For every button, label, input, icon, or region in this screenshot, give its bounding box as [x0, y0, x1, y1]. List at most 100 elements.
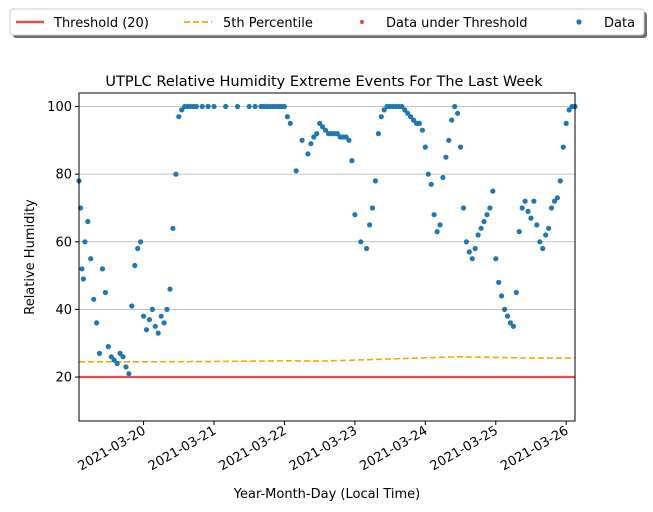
data-point — [507, 320, 513, 326]
legend-percentile-label: 5th Percentile — [223, 16, 313, 31]
data-point — [381, 107, 387, 113]
data-point — [499, 293, 505, 299]
data-point — [551, 198, 558, 204]
data-point — [452, 103, 458, 110]
data-point — [528, 215, 534, 221]
data-point — [141, 313, 147, 319]
data-point — [537, 239, 543, 245]
data-point — [490, 188, 496, 194]
data-point — [502, 306, 508, 312]
data-point — [293, 168, 299, 174]
data-point — [234, 103, 241, 110]
data-point — [129, 303, 135, 309]
data-point — [120, 354, 126, 360]
data-point — [152, 323, 158, 329]
data-point — [80, 276, 86, 282]
y-tick-label: 100 — [47, 100, 72, 115]
gridlines — [79, 106, 575, 378]
x-tick-label: 2021-03-22 — [217, 423, 290, 474]
data-point — [179, 107, 185, 113]
data-point — [402, 107, 408, 113]
x-tick-label: 2021-03-23 — [287, 423, 360, 474]
data-point — [284, 114, 290, 120]
data-point — [475, 232, 481, 238]
y-axis-ticks: 20 40 60 80 100 — [47, 100, 79, 386]
data-point — [481, 218, 487, 225]
data-point — [443, 154, 449, 160]
data-point — [246, 103, 252, 110]
data-point — [79, 266, 85, 272]
data-point — [223, 103, 229, 110]
data-point — [472, 245, 478, 252]
data-point — [504, 313, 511, 319]
data-point — [170, 225, 176, 231]
data-point — [487, 205, 493, 211]
legend-under-threshold-label: Data under Threshold — [386, 16, 527, 31]
legend-data-label: Data — [604, 16, 635, 31]
data-point — [519, 205, 525, 211]
data-point — [419, 127, 425, 133]
data-point — [375, 131, 381, 137]
data-point — [496, 279, 502, 285]
data-point — [557, 178, 563, 184]
chart-title: UTPLC Relative Humidity Extreme Events F… — [105, 74, 543, 90]
data-point — [434, 229, 440, 235]
data-point — [94, 320, 100, 326]
series-lines — [79, 355, 575, 379]
y-tick-label: 80 — [55, 168, 72, 183]
data-point — [460, 205, 467, 211]
data-point — [478, 225, 484, 231]
data-point — [308, 141, 314, 147]
data-point — [352, 212, 358, 218]
y-tick-label: 60 — [55, 235, 72, 250]
data-point — [548, 205, 555, 211]
data-point — [543, 232, 549, 238]
data-point — [428, 181, 434, 187]
data-point — [469, 256, 475, 262]
x-tick-label: 2021-03-20 — [76, 423, 149, 474]
data-point — [164, 306, 170, 312]
data-point — [540, 245, 546, 252]
y-axis-label: Relative Humidity — [23, 199, 38, 315]
data-point — [425, 171, 431, 177]
data-point — [364, 245, 370, 252]
data-point — [96, 350, 103, 356]
data-point — [199, 103, 205, 110]
data-point — [205, 103, 211, 110]
data-point — [146, 317, 152, 323]
data-point — [554, 195, 561, 201]
data-point — [287, 120, 293, 126]
data-point — [305, 151, 311, 157]
data-point — [317, 120, 323, 126]
data-point — [155, 330, 161, 336]
data-point — [493, 256, 499, 262]
data-point — [463, 239, 469, 245]
data-point — [378, 114, 384, 120]
data-point — [440, 174, 446, 181]
data-point — [167, 286, 173, 292]
data-point — [455, 110, 461, 116]
data-point — [193, 103, 199, 110]
data-point — [211, 103, 217, 110]
data-point — [531, 198, 537, 204]
data-point — [367, 222, 373, 228]
legend-threshold-label: Threshold (20) — [53, 16, 149, 31]
data-point — [566, 107, 572, 113]
data-point — [369, 205, 376, 211]
plot-frame — [78, 92, 576, 422]
data-point — [85, 218, 91, 225]
data-point — [457, 144, 464, 150]
x-tick-label: 2021-03-26 — [498, 423, 571, 474]
data-point — [299, 137, 305, 143]
y-tick-label: 40 — [55, 303, 72, 318]
data-point — [525, 208, 531, 214]
data-point — [117, 350, 123, 356]
data-point — [114, 360, 120, 367]
data-point — [334, 131, 340, 137]
data-point — [158, 313, 164, 319]
data-point — [281, 103, 287, 110]
data-point — [405, 110, 411, 116]
x-tick-label: 2021-03-21 — [146, 423, 219, 474]
percentile-line — [79, 355, 575, 363]
